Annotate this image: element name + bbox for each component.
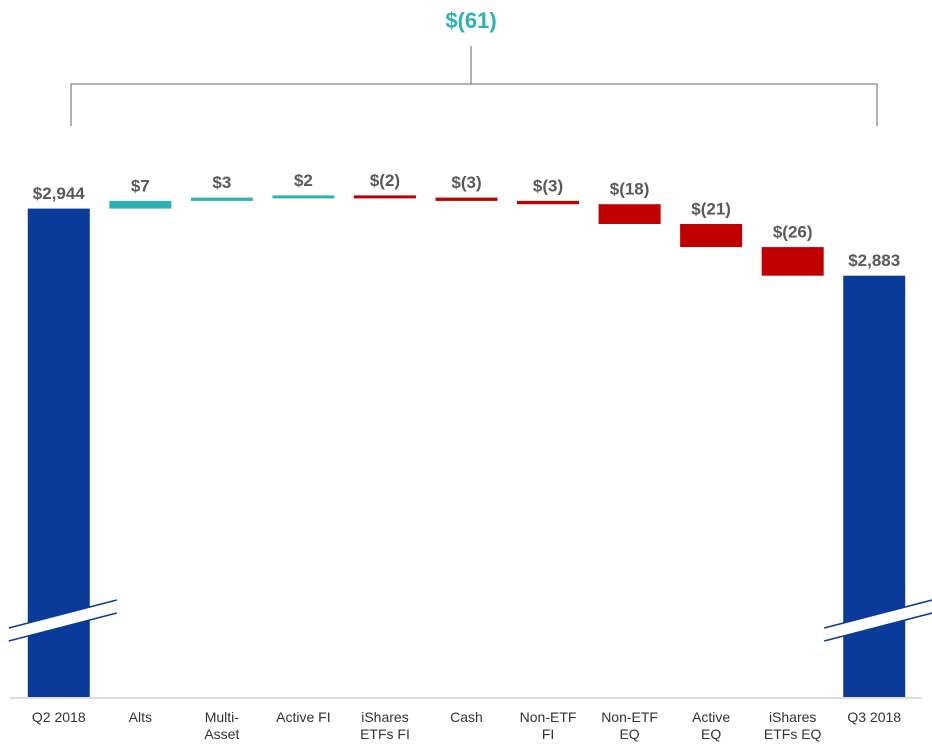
value-label: $2 xyxy=(294,171,313,190)
bracket xyxy=(70,46,878,126)
x-tick-label: Non-ETF FI xyxy=(520,709,577,742)
axis-break-line xyxy=(824,599,932,629)
change-bar xyxy=(761,247,824,276)
value-label: $3 xyxy=(212,173,231,192)
x-tick-label: Alts xyxy=(129,709,152,725)
axis-break xyxy=(8,600,117,641)
change-bar xyxy=(109,200,172,209)
axis-break-line xyxy=(8,612,117,642)
value-label: $(2) xyxy=(370,171,400,190)
change-bar xyxy=(190,197,253,201)
x-tick-label: Active FI xyxy=(276,709,330,725)
x-tick-label: Multi-Asset xyxy=(204,709,239,742)
axis-break xyxy=(824,600,932,641)
x-tick-label: Q3 2018 xyxy=(847,709,901,725)
axis-break-line xyxy=(824,612,932,642)
value-label: $2,883 xyxy=(848,251,900,270)
value-label: $(3) xyxy=(451,173,481,192)
value-label: $(18) xyxy=(610,180,650,199)
x-tick-label: Q2 2018 xyxy=(32,709,86,725)
value-label: $7 xyxy=(131,176,150,195)
x-tick-label: Active EQ xyxy=(692,709,730,742)
x-tick-label: Non-ETF EQ xyxy=(601,709,658,742)
change-bar xyxy=(435,197,498,201)
change-bar xyxy=(517,200,580,205)
change-bar xyxy=(598,204,661,224)
x-tick-label: iShares ETFs FI xyxy=(360,709,410,742)
x-tick-label: Cash xyxy=(450,709,483,725)
change-annotation: $(61) xyxy=(445,8,496,33)
value-label: $(26) xyxy=(773,223,813,242)
value-label: $(21) xyxy=(691,199,731,218)
x-tick-label: iShares ETFs EQ xyxy=(764,709,822,742)
value-label: $2,944 xyxy=(33,184,86,203)
axis-break-line xyxy=(8,599,117,629)
change-bar xyxy=(680,224,743,248)
change-bar xyxy=(353,195,416,199)
change-bar xyxy=(272,195,335,199)
value-label: $(3) xyxy=(533,176,563,195)
